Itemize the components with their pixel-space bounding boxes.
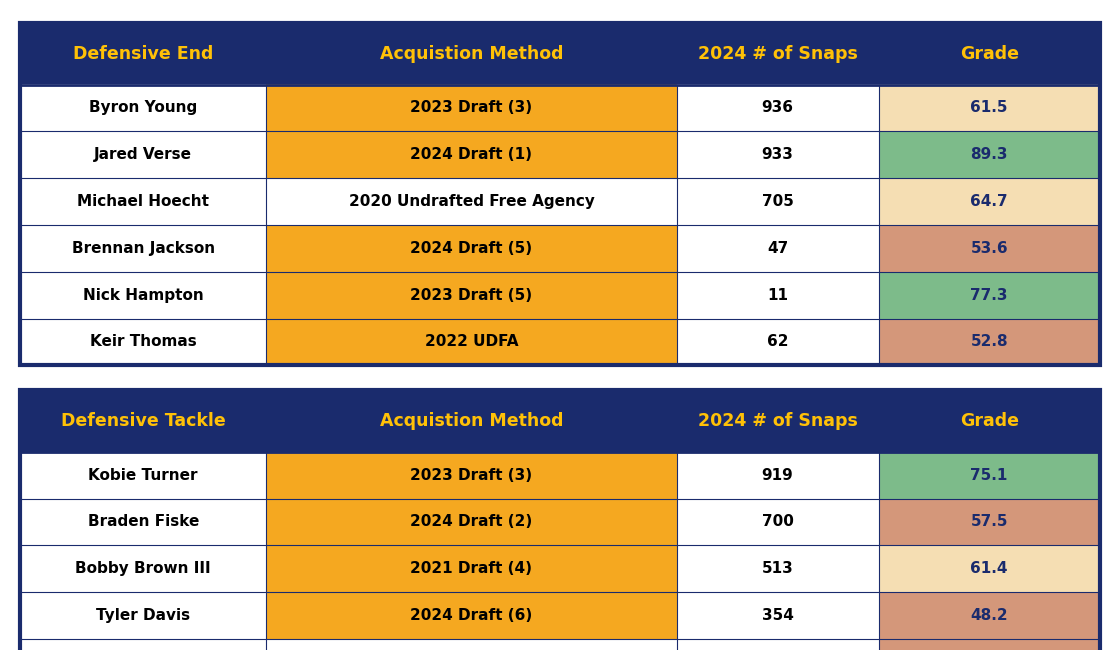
Bar xyxy=(267,131,676,178)
Bar xyxy=(267,318,676,365)
Text: Jared Verse: Jared Verse xyxy=(94,147,193,162)
Bar xyxy=(676,592,878,639)
Text: 2020 Undrafted Free Agency: 2020 Undrafted Free Agency xyxy=(348,194,595,209)
Text: 75.1: 75.1 xyxy=(971,467,1008,483)
Bar xyxy=(20,452,267,499)
Text: Nick Hampton: Nick Hampton xyxy=(83,287,204,303)
Text: 919: 919 xyxy=(762,467,793,483)
Text: Kobie Turner: Kobie Turner xyxy=(88,467,198,483)
Bar xyxy=(676,545,878,592)
Text: Braden Fiske: Braden Fiske xyxy=(87,514,199,530)
Text: 2024 Draft (1): 2024 Draft (1) xyxy=(410,147,532,162)
Text: 705: 705 xyxy=(762,194,793,209)
Text: 62: 62 xyxy=(767,334,788,350)
Text: Defensive End: Defensive End xyxy=(73,45,214,62)
Bar xyxy=(267,545,676,592)
Bar xyxy=(267,225,676,272)
Bar xyxy=(20,23,1100,365)
Bar xyxy=(878,452,1100,499)
Text: 61.4: 61.4 xyxy=(970,561,1008,577)
Text: 2024 Draft (6): 2024 Draft (6) xyxy=(410,608,533,623)
Bar xyxy=(20,84,267,131)
Text: 2023 Draft (3): 2023 Draft (3) xyxy=(410,100,532,116)
Text: Grade: Grade xyxy=(960,412,1019,430)
Bar xyxy=(878,499,1100,545)
Bar xyxy=(20,178,267,225)
Text: Brennan Jackson: Brennan Jackson xyxy=(72,240,215,256)
Bar xyxy=(878,545,1100,592)
Bar xyxy=(676,639,878,650)
Text: 52.8: 52.8 xyxy=(970,334,1008,350)
Text: 936: 936 xyxy=(762,100,794,116)
Text: 2023 Draft (5): 2023 Draft (5) xyxy=(410,287,532,303)
Text: Keir Thomas: Keir Thomas xyxy=(90,334,197,350)
Text: Acquistion Method: Acquistion Method xyxy=(380,412,563,430)
Text: 2022 UDFA: 2022 UDFA xyxy=(424,334,519,350)
Bar xyxy=(20,318,267,365)
Bar xyxy=(676,272,878,318)
Bar xyxy=(878,592,1100,639)
Bar xyxy=(878,131,1100,178)
Bar xyxy=(676,131,878,178)
Bar xyxy=(267,84,676,131)
Bar xyxy=(267,592,676,639)
Bar xyxy=(20,23,1100,84)
Bar xyxy=(20,545,267,592)
Text: 53.6: 53.6 xyxy=(970,240,1008,256)
Bar xyxy=(676,84,878,131)
Bar xyxy=(20,272,267,318)
Text: Tyler Davis: Tyler Davis xyxy=(96,608,190,623)
Text: Bobby Brown III: Bobby Brown III xyxy=(75,561,211,577)
Bar xyxy=(676,178,878,225)
Bar xyxy=(20,639,267,650)
Bar xyxy=(267,178,676,225)
Bar xyxy=(20,84,1100,365)
Bar xyxy=(878,318,1100,365)
Text: 2024 Draft (2): 2024 Draft (2) xyxy=(410,514,533,530)
Text: Grade: Grade xyxy=(960,45,1019,62)
Text: 2023 Draft (3): 2023 Draft (3) xyxy=(410,467,532,483)
Text: Byron Young: Byron Young xyxy=(90,100,197,116)
Bar xyxy=(878,639,1100,650)
Bar xyxy=(676,318,878,365)
Bar xyxy=(20,225,267,272)
Bar xyxy=(20,390,1100,452)
Text: Acquistion Method: Acquistion Method xyxy=(380,45,563,62)
Bar xyxy=(267,452,676,499)
Text: Defensive Tackle: Defensive Tackle xyxy=(60,412,225,430)
Bar xyxy=(20,452,1100,650)
Bar xyxy=(267,272,676,318)
Text: 11: 11 xyxy=(767,287,788,303)
Bar xyxy=(20,499,267,545)
Bar xyxy=(20,592,267,639)
Text: 77.3: 77.3 xyxy=(970,287,1008,303)
Text: 933: 933 xyxy=(762,147,793,162)
Text: 89.3: 89.3 xyxy=(970,147,1008,162)
Text: 513: 513 xyxy=(762,561,793,577)
Text: 2024 # of Snaps: 2024 # of Snaps xyxy=(698,412,858,430)
Text: 2024 Draft (5): 2024 Draft (5) xyxy=(410,240,532,256)
Bar xyxy=(878,178,1100,225)
Text: 61.5: 61.5 xyxy=(970,100,1008,116)
Text: 64.7: 64.7 xyxy=(970,194,1008,209)
Bar xyxy=(20,390,1100,650)
Bar xyxy=(878,84,1100,131)
Text: 2021 Draft (4): 2021 Draft (4) xyxy=(410,561,532,577)
Text: Michael Hoecht: Michael Hoecht xyxy=(77,194,209,209)
Text: 354: 354 xyxy=(762,608,793,623)
Bar xyxy=(878,272,1100,318)
Bar xyxy=(20,131,267,178)
Bar xyxy=(676,225,878,272)
Bar xyxy=(676,499,878,545)
Text: 48.2: 48.2 xyxy=(970,608,1008,623)
Text: 47: 47 xyxy=(767,240,788,256)
Bar xyxy=(267,639,676,650)
Text: 2024 # of Snaps: 2024 # of Snaps xyxy=(698,45,858,62)
Bar xyxy=(267,499,676,545)
Text: 700: 700 xyxy=(762,514,793,530)
Text: 57.5: 57.5 xyxy=(970,514,1008,530)
Bar xyxy=(878,225,1100,272)
Bar xyxy=(676,452,878,499)
